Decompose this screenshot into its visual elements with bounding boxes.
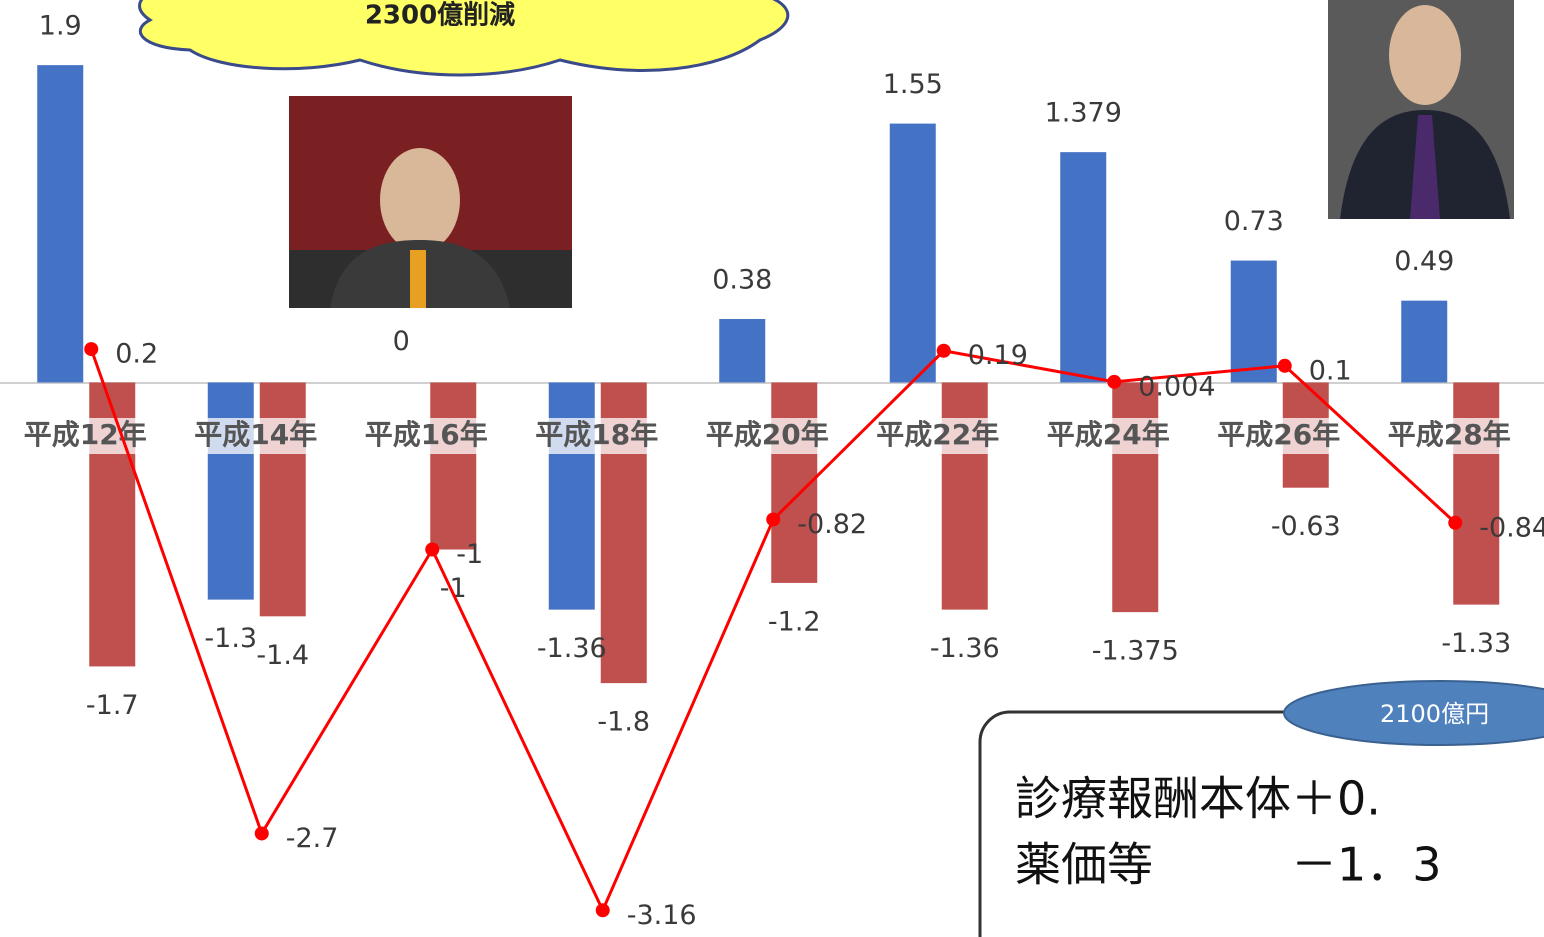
- line-point: [596, 903, 610, 917]
- line-point: [1278, 359, 1292, 373]
- bar: [1231, 261, 1277, 383]
- bar: [208, 382, 254, 599]
- data-label: 1.379: [1045, 98, 1122, 129]
- data-label: -1.36: [537, 633, 607, 664]
- data-label: 0.49: [1394, 246, 1454, 277]
- data-label: -1.7: [86, 690, 139, 721]
- x-tick-label: 平成26年: [1217, 418, 1340, 451]
- x-tick-label: 平成28年: [1388, 418, 1511, 451]
- x-tick-label: 平成22年: [876, 418, 999, 451]
- note-line: 診療報酬本体＋0.: [1015, 772, 1381, 826]
- line-point: [1107, 375, 1121, 389]
- line-point: [766, 512, 780, 526]
- x-tick-label: 平成14年: [194, 418, 317, 451]
- data-label: -1.4: [256, 640, 309, 671]
- bar: [549, 382, 595, 609]
- data-label: 0.004: [1138, 371, 1215, 402]
- data-label: -0.82: [797, 509, 867, 540]
- bar: [1060, 152, 1106, 382]
- line-point: [84, 342, 98, 356]
- note-line: 薬価等 －1．3: [1015, 838, 1442, 892]
- data-label: -0.84: [1479, 512, 1544, 543]
- data-label: 1.55: [883, 69, 943, 100]
- bar: [1401, 301, 1447, 383]
- data-label: -1.8: [597, 707, 650, 738]
- data-label: -1.3: [204, 623, 257, 654]
- line-point: [937, 344, 951, 358]
- data-label: -0.63: [1271, 511, 1341, 542]
- bar: [890, 124, 936, 383]
- badge-text: 2100億円: [1380, 700, 1489, 728]
- note-box: 診療報酬本体＋0. 薬価等 －1．3 2100億円: [980, 681, 1544, 937]
- line-point: [1448, 516, 1462, 530]
- bar: [1453, 382, 1499, 604]
- data-label: -1.36: [930, 633, 1000, 664]
- cloud: 2300億削減: [140, 0, 788, 75]
- x-tick-label: 平成18年: [535, 418, 658, 451]
- data-label: -1: [440, 573, 467, 604]
- data-label: -1.33: [1441, 628, 1511, 659]
- data-label: 0.2: [115, 339, 158, 370]
- chart: 2300億削減 1.9 -1.3 0 -1.36 0.38 1.55 1.379 0.73 0.…: [0, 0, 1544, 937]
- bar: [430, 382, 476, 549]
- data-label: 1.9: [39, 11, 82, 42]
- data-label: -1.375: [1092, 636, 1179, 667]
- page: {"chart_data": {"type": "bar", "categori…: [0, 0, 1544, 937]
- data-label: -1: [456, 539, 483, 570]
- x-tick-label: 平成20年: [706, 418, 829, 451]
- bar: [942, 382, 988, 609]
- data-label: -3.16: [627, 900, 697, 931]
- data-label: 0.1: [1309, 355, 1352, 386]
- line-point: [425, 543, 439, 557]
- bars: [37, 65, 1499, 683]
- data-label: 0.73: [1224, 206, 1284, 237]
- cloud-text: 2300億削減: [365, 1, 515, 31]
- bar: [37, 65, 83, 382]
- data-label: 0: [393, 326, 410, 357]
- data-label: 0.19: [968, 340, 1028, 371]
- line-point: [255, 826, 269, 840]
- x-tick-label: 平成24年: [1047, 418, 1170, 451]
- bar: [719, 319, 765, 382]
- data-label: -1.2: [768, 606, 821, 637]
- data-label: 0.38: [712, 265, 772, 296]
- photo-2: [1328, 0, 1514, 219]
- x-tick-label: 平成12年: [24, 418, 147, 451]
- photo-1: [289, 96, 572, 308]
- data-label: -2.7: [286, 823, 339, 854]
- bar: [1112, 382, 1158, 612]
- x-tick-label: 平成16年: [365, 418, 488, 451]
- labels: 1.9 -1.3 0 -1.36 0.38 1.55 1.379 0.73 0.49 -1.7 -1…: [39, 11, 1511, 738]
